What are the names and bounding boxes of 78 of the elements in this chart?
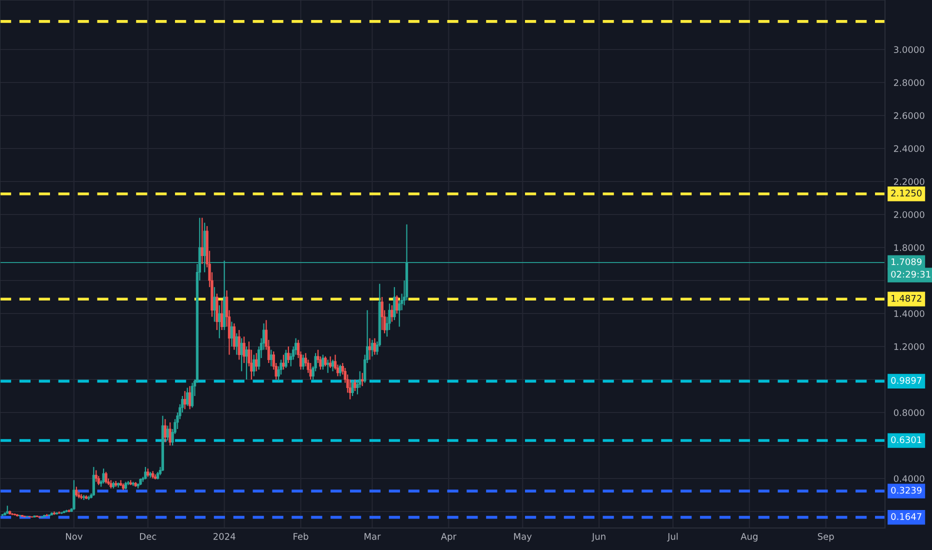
y-tick-label: 2.2000 — [894, 178, 924, 186]
ref-line-label: 2.1250 — [891, 190, 922, 196]
x-tick-label: Sep — [818, 533, 834, 542]
candlestick — [144, 466, 147, 480]
ref-line-label: 0.1647 — [891, 513, 922, 520]
x-tick-label: Jul — [667, 532, 678, 542]
y-tick-label: 0.8000 — [894, 409, 924, 416]
candlestick — [94, 470, 98, 482]
ref-line-label: 0.9897 — [891, 376, 922, 384]
candlestick — [351, 380, 354, 397]
candlestick — [104, 471, 108, 484]
x-tick-label: 2024 — [214, 533, 236, 540]
y-tick-label: 1.2000 — [894, 343, 924, 350]
candlestick — [322, 354, 324, 370]
candlestick — [168, 422, 172, 446]
candlestick — [338, 364, 342, 377]
x-tick-label: Nov — [66, 533, 82, 540]
candlestick — [370, 339, 374, 357]
x-tick-label: Apr — [440, 533, 456, 542]
candlestick — [255, 352, 258, 372]
candlestick — [213, 286, 216, 322]
candlestick — [361, 372, 364, 387]
y-tick-label: 1.8000 — [894, 244, 924, 252]
y-tick-label: 3.0000 — [894, 46, 924, 54]
x-tick-label: Dec — [140, 533, 156, 540]
y-tick-label: 2.8000 — [894, 79, 924, 86]
candlestick — [393, 286, 396, 321]
x-tick-label: May — [514, 533, 532, 542]
candlestick — [348, 378, 352, 400]
ref-line-label: 0.3239 — [891, 486, 922, 494]
text: 02:29:31 — [891, 270, 930, 278]
candlestick — [302, 354, 305, 370]
candlestick — [368, 338, 372, 360]
y-tick-label: 2.6000 — [894, 112, 924, 120]
candlestick — [284, 349, 288, 369]
candlestick — [220, 300, 224, 331]
candlestick — [390, 304, 394, 322]
candlestick — [329, 356, 332, 369]
candlestick — [188, 386, 192, 410]
ref-line-label: 0.6301 — [891, 436, 922, 444]
candlestick — [72, 480, 76, 510]
candlestick — [92, 466, 96, 496]
candlestick — [396, 294, 398, 314]
candlestick — [242, 336, 246, 364]
candlestick — [240, 338, 243, 372]
ref-line-label: 1.7089 — [892, 258, 922, 266]
y-tick-label: 2.0000 — [894, 211, 924, 218]
candlestick — [102, 468, 105, 484]
candlestick — [186, 387, 189, 406]
candlestick — [190, 382, 194, 408]
candlestick — [324, 356, 327, 367]
candlestick — [309, 362, 312, 380]
y-tick-label: 1.4000 — [894, 310, 924, 318]
candlestick — [354, 378, 356, 392]
candlestick — [380, 296, 384, 331]
candlestick — [287, 346, 290, 364]
candlestick — [331, 359, 334, 372]
candlestick — [373, 338, 376, 356]
candlestick — [230, 321, 234, 348]
x-tick-label: Jun — [592, 533, 606, 542]
y-tick-label: 2.4000 — [894, 145, 924, 152]
y-tick-label: 0.4000 — [894, 475, 924, 482]
candlestick — [294, 338, 298, 356]
x-tick-label: Feb — [294, 532, 308, 540]
candlestick — [282, 354, 285, 370]
candlestick — [238, 329, 240, 360]
candlestick — [252, 354, 256, 377]
candlestick — [184, 390, 186, 410]
candlestick — [270, 349, 272, 367]
candlestick — [245, 346, 248, 380]
candlestick — [218, 304, 221, 339]
ref-line-label: 1.4872 — [892, 294, 922, 302]
candlestick — [75, 486, 78, 498]
x-tick-label: Mar — [364, 533, 381, 540]
candlestick — [232, 322, 236, 350]
x-tick-label: Aug — [740, 533, 758, 542]
candlestick — [326, 359, 330, 374]
candlestick — [164, 418, 166, 443]
